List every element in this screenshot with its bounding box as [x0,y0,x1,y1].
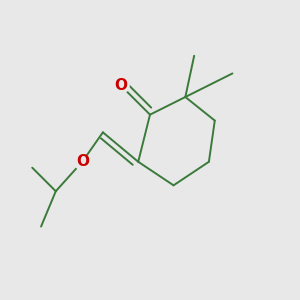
Text: O: O [76,154,89,169]
Text: O: O [114,78,127,93]
